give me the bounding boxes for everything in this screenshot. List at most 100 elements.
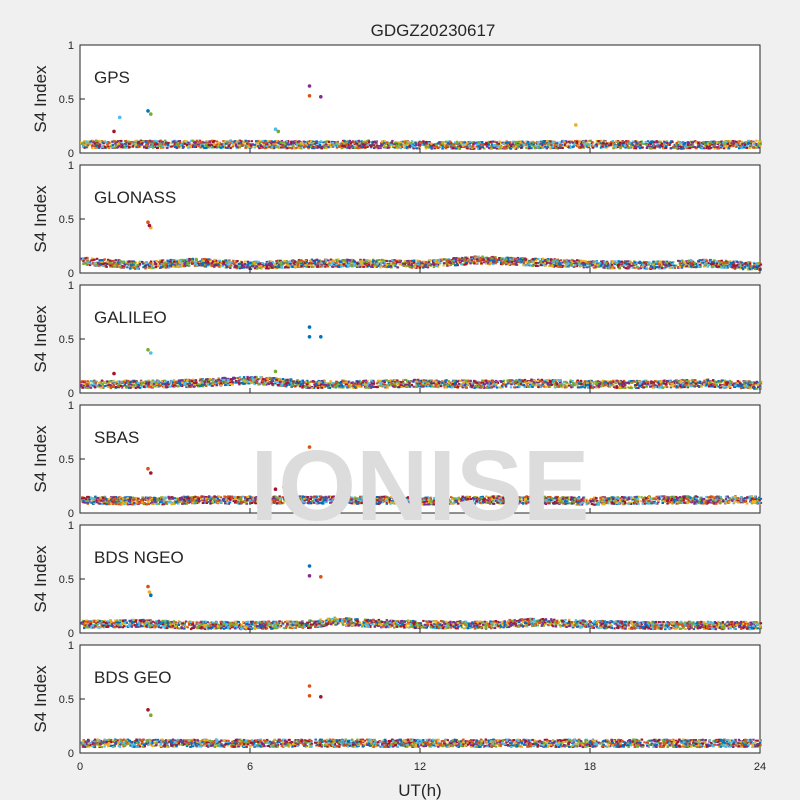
data-point bbox=[740, 147, 743, 150]
data-point bbox=[253, 267, 257, 270]
data-point bbox=[614, 140, 618, 143]
data-point bbox=[280, 266, 284, 269]
data-point bbox=[279, 143, 282, 146]
data-point bbox=[526, 147, 529, 150]
data-point bbox=[382, 141, 386, 144]
data-point bbox=[741, 264, 744, 266]
data-point bbox=[640, 146, 644, 149]
data-point bbox=[490, 143, 494, 146]
data-point bbox=[318, 146, 321, 149]
data-point bbox=[589, 139, 592, 142]
data-point bbox=[462, 142, 465, 145]
data-point bbox=[453, 143, 456, 146]
data-point bbox=[277, 141, 281, 143]
data-point bbox=[155, 141, 158, 144]
data-point bbox=[257, 145, 260, 148]
data-point bbox=[314, 140, 317, 143]
data-point bbox=[749, 144, 752, 147]
data-point bbox=[411, 143, 414, 146]
data-point bbox=[276, 146, 279, 149]
data-point bbox=[225, 266, 229, 269]
data-point bbox=[361, 145, 364, 148]
data-point bbox=[400, 146, 404, 148]
data-point bbox=[367, 139, 370, 142]
data-point bbox=[408, 142, 412, 145]
data-point bbox=[738, 142, 742, 145]
data-point bbox=[563, 144, 566, 147]
data-point bbox=[706, 144, 710, 146]
data-point bbox=[205, 264, 208, 267]
data-point bbox=[391, 139, 394, 142]
data-point bbox=[561, 146, 564, 149]
data-point bbox=[549, 260, 553, 262]
data-point bbox=[336, 142, 339, 145]
data-point bbox=[434, 261, 438, 264]
data-point bbox=[215, 261, 218, 264]
data-point bbox=[246, 260, 250, 263]
data-point bbox=[321, 144, 324, 147]
data-point bbox=[292, 147, 296, 150]
data-point bbox=[385, 263, 388, 266]
data-point bbox=[143, 140, 146, 143]
data-point bbox=[260, 267, 263, 270]
data-point bbox=[513, 146, 516, 149]
data-point bbox=[706, 145, 709, 148]
data-point bbox=[98, 259, 101, 262]
data-point bbox=[175, 141, 178, 144]
data-point bbox=[664, 147, 667, 149]
data-point bbox=[721, 141, 725, 144]
data-point bbox=[477, 260, 480, 263]
data-point bbox=[348, 139, 352, 142]
data-point bbox=[342, 146, 346, 149]
data-point bbox=[530, 140, 534, 143]
data-point bbox=[567, 146, 570, 149]
data-point bbox=[642, 143, 645, 145]
data-point bbox=[475, 145, 478, 148]
data-point bbox=[244, 140, 247, 143]
data-point bbox=[482, 258, 485, 261]
data-point bbox=[291, 260, 295, 263]
data-point bbox=[731, 140, 734, 143]
data-point bbox=[623, 263, 626, 266]
data-point bbox=[242, 140, 245, 143]
data-point bbox=[84, 262, 87, 265]
data-point bbox=[492, 256, 495, 259]
data-point bbox=[631, 146, 635, 149]
data-point bbox=[727, 147, 730, 150]
data-point bbox=[384, 146, 387, 149]
data-point bbox=[480, 256, 483, 259]
data-point bbox=[309, 144, 312, 146]
data-point bbox=[530, 142, 533, 145]
data-point bbox=[330, 144, 334, 147]
data-point bbox=[427, 143, 430, 146]
data-point bbox=[269, 146, 272, 149]
data-point bbox=[662, 144, 665, 147]
data-point bbox=[691, 143, 694, 146]
data-point bbox=[467, 144, 471, 147]
data-point bbox=[357, 139, 360, 142]
data-point bbox=[220, 143, 223, 146]
data-point bbox=[638, 147, 642, 150]
data-point bbox=[684, 142, 687, 145]
data-point bbox=[358, 146, 361, 149]
data-point bbox=[304, 140, 307, 143]
data-point bbox=[322, 141, 325, 144]
data-point bbox=[754, 143, 758, 146]
data-point bbox=[729, 261, 733, 264]
data-point bbox=[262, 143, 265, 146]
data-point bbox=[367, 141, 371, 144]
data-point bbox=[279, 141, 282, 144]
data-point bbox=[240, 145, 243, 147]
data-point bbox=[350, 146, 354, 149]
data-point bbox=[205, 145, 208, 148]
data-point bbox=[363, 146, 366, 149]
data-point bbox=[89, 262, 93, 265]
data-point bbox=[751, 146, 755, 149]
data-point bbox=[652, 260, 655, 263]
data-point bbox=[272, 146, 275, 149]
data-point bbox=[392, 261, 395, 264]
data-point bbox=[114, 259, 117, 262]
data-point bbox=[120, 145, 123, 148]
data-point bbox=[504, 143, 507, 146]
